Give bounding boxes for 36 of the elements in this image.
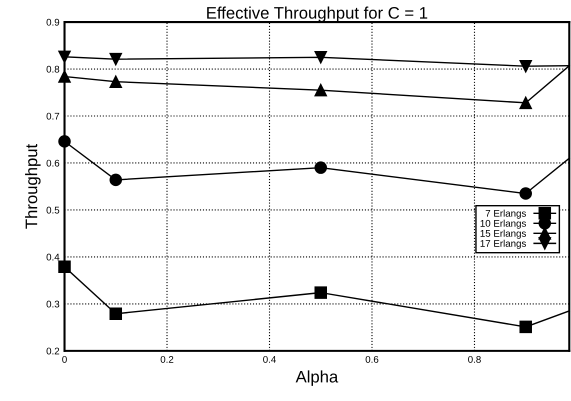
point	[110, 308, 122, 320]
x-tick-label: 0	[62, 356, 67, 363]
point	[58, 135, 71, 148]
x-axis-title: Alpha	[296, 370, 338, 386]
y-tick-label: 0.9	[46, 18, 60, 26]
y-tick-label: 0.3	[46, 300, 60, 308]
point	[110, 75, 122, 88]
point	[519, 320, 532, 334]
y-tick-label: 0.4	[46, 254, 60, 261]
point	[314, 51, 327, 64]
y-tick-label: 0.8	[46, 66, 60, 73]
point	[58, 50, 71, 64]
y-axis-title: Throughput	[25, 144, 41, 229]
legend-label: 10 Erlangs	[480, 220, 526, 229]
point	[110, 52, 122, 66]
x-tick-label: 0.2	[160, 356, 174, 363]
y-tick-label: 0.6	[46, 160, 60, 167]
legend-label: 17 Erlangs	[480, 240, 526, 249]
point	[519, 96, 532, 110]
y-tick-label: 0.2	[46, 348, 60, 354]
legend-label: 15 Erlangs	[480, 230, 526, 239]
point	[58, 70, 71, 83]
point	[314, 161, 327, 174]
point	[314, 286, 327, 299]
y-tick-label: 0.5	[46, 206, 60, 214]
chart-title: Effective Throughput for C = 1	[207, 6, 428, 22]
point	[314, 84, 327, 96]
point	[519, 187, 532, 200]
point	[110, 174, 122, 186]
point	[519, 60, 532, 72]
point	[58, 260, 71, 274]
y-tick-label: 0.7	[46, 112, 60, 120]
legend-label: 7 Erlangs	[486, 210, 526, 219]
x-tick-label: 0.8	[468, 356, 481, 363]
x-tick-label: 0.4	[263, 356, 276, 363]
x-tick-label: 0.6	[366, 356, 378, 363]
